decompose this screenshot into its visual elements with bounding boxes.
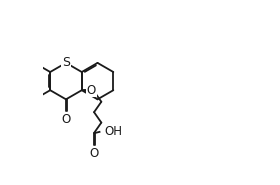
Text: O: O — [87, 84, 96, 97]
Text: O: O — [89, 147, 99, 160]
Text: S: S — [62, 56, 70, 69]
Text: O: O — [61, 112, 71, 126]
Text: OH: OH — [104, 125, 123, 138]
